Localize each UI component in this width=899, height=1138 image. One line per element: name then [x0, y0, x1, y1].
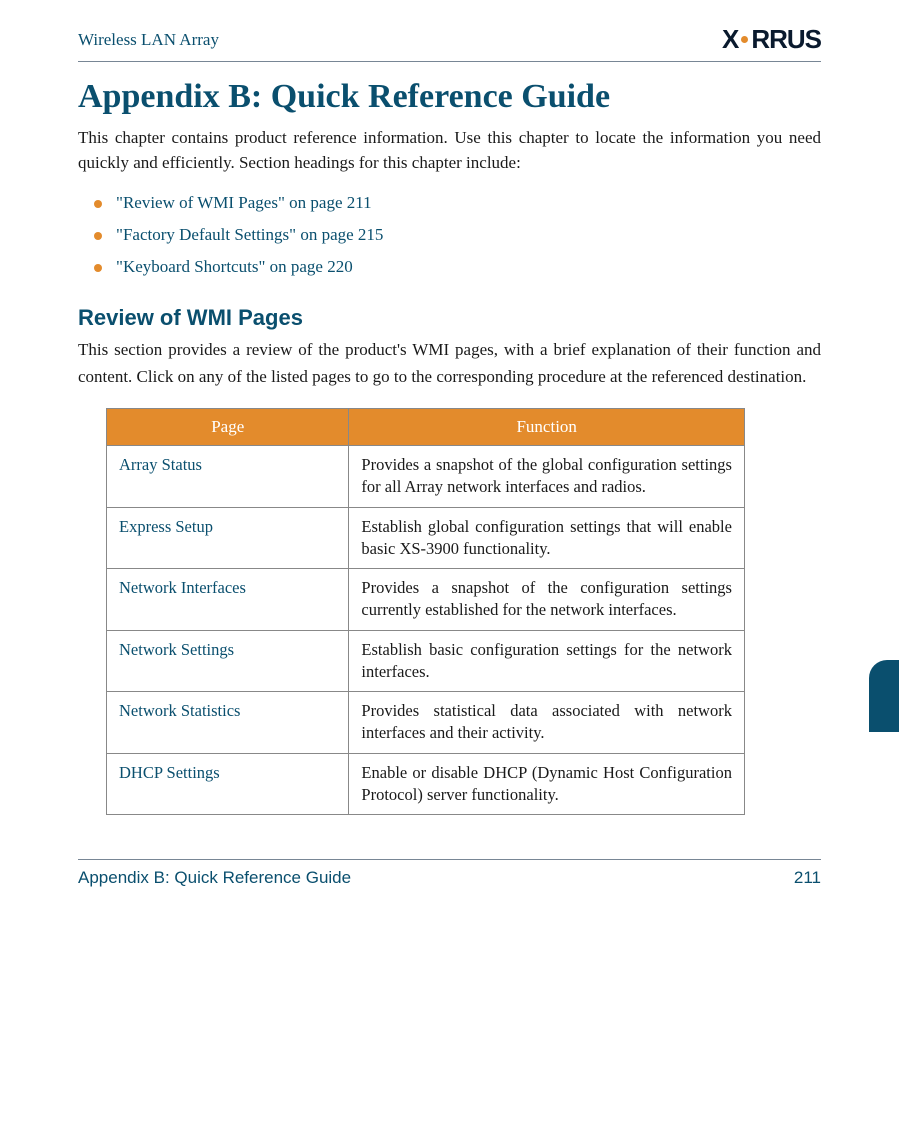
logo-text-prefix: X [722, 24, 738, 55]
page-function: Provides a snapshot of the configuration… [349, 569, 745, 631]
table-header-row: Page Function [107, 408, 745, 445]
page-number: 211 [794, 868, 821, 888]
page-link[interactable]: Array Status [107, 445, 349, 507]
page-function: Provides statistical data associated wit… [349, 692, 745, 754]
section-tab-marker [869, 660, 899, 732]
page-link[interactable]: Express Setup [107, 507, 349, 569]
chapter-link[interactable]: "Factory Default Settings" on page 215 [116, 225, 821, 245]
page-link[interactable]: Network Statistics [107, 692, 349, 754]
table-row: Array Status Provides a snapshot of the … [107, 445, 745, 507]
logo-dot-icon [741, 36, 748, 43]
section-intro: This section provides a review of the pr… [78, 337, 821, 390]
chapter-link-list: "Review of WMI Pages" on page 211 "Facto… [78, 193, 821, 277]
page-function: Provides a snapshot of the global config… [349, 445, 745, 507]
header-title: Wireless LAN Array [78, 30, 219, 50]
chapter-link[interactable]: "Review of WMI Pages" on page 211 [116, 193, 821, 213]
table-row: Network Settings Establish basic configu… [107, 630, 745, 692]
table-row: Network Interfaces Provides a snapshot o… [107, 569, 745, 631]
chapter-link[interactable]: "Keyboard Shortcuts" on page 220 [116, 257, 821, 277]
table-row: Express Setup Establish global configura… [107, 507, 745, 569]
page-function: Establish global configuration settings … [349, 507, 745, 569]
header: Wireless LAN Array X RRUS [78, 24, 821, 62]
section-title: Review of WMI Pages [78, 305, 821, 331]
xirrus-logo: X RRUS [722, 24, 821, 55]
page-function: Enable or disable DHCP (Dynamic Host Con… [349, 753, 745, 815]
table-row: DHCP Settings Enable or disable DHCP (Dy… [107, 753, 745, 815]
footer: Appendix B: Quick Reference Guide 211 [78, 859, 821, 888]
col-header-function: Function [349, 408, 745, 445]
page-function: Establish basic configuration settings f… [349, 630, 745, 692]
chapter-title: Appendix B: Quick Reference Guide [78, 78, 821, 116]
chapter-intro: This chapter contains product reference … [78, 126, 821, 175]
col-header-page: Page [107, 408, 349, 445]
page-link[interactable]: DHCP Settings [107, 753, 349, 815]
table-row: Network Statistics Provides statistical … [107, 692, 745, 754]
page-link[interactable]: Network Settings [107, 630, 349, 692]
logo-text-suffix: RRUS [751, 24, 821, 55]
page-link[interactable]: Network Interfaces [107, 569, 349, 631]
wmi-pages-table: Page Function Array Status Provides a sn… [106, 408, 745, 815]
footer-title: Appendix B: Quick Reference Guide [78, 868, 351, 888]
